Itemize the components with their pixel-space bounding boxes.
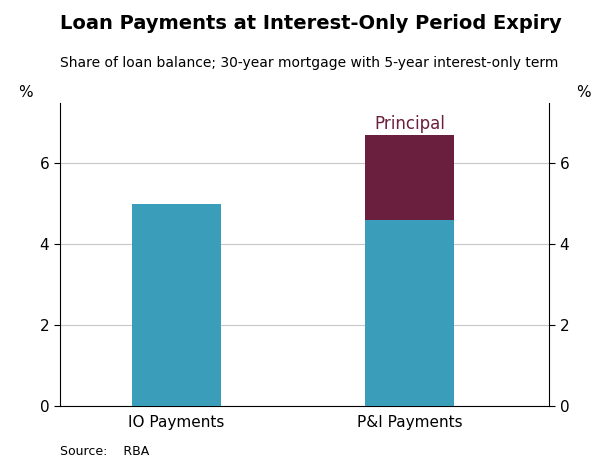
Text: Interest: Interest [144, 204, 208, 222]
Bar [132, 204, 220, 406]
Text: Principal: Principal [374, 115, 445, 133]
Text: Loan Payments at Interest-Only Period Expiry: Loan Payments at Interest-Only Period Ex… [60, 14, 561, 33]
Bar [365, 135, 454, 220]
Bar [365, 220, 454, 406]
Text: %: % [18, 85, 33, 99]
Text: %: % [576, 85, 591, 99]
Text: Source:    RBA: Source: RBA [60, 445, 149, 458]
Text: Share of loan balance; 30-year mortgage with 5-year interest-only term: Share of loan balance; 30-year mortgage … [60, 56, 558, 70]
